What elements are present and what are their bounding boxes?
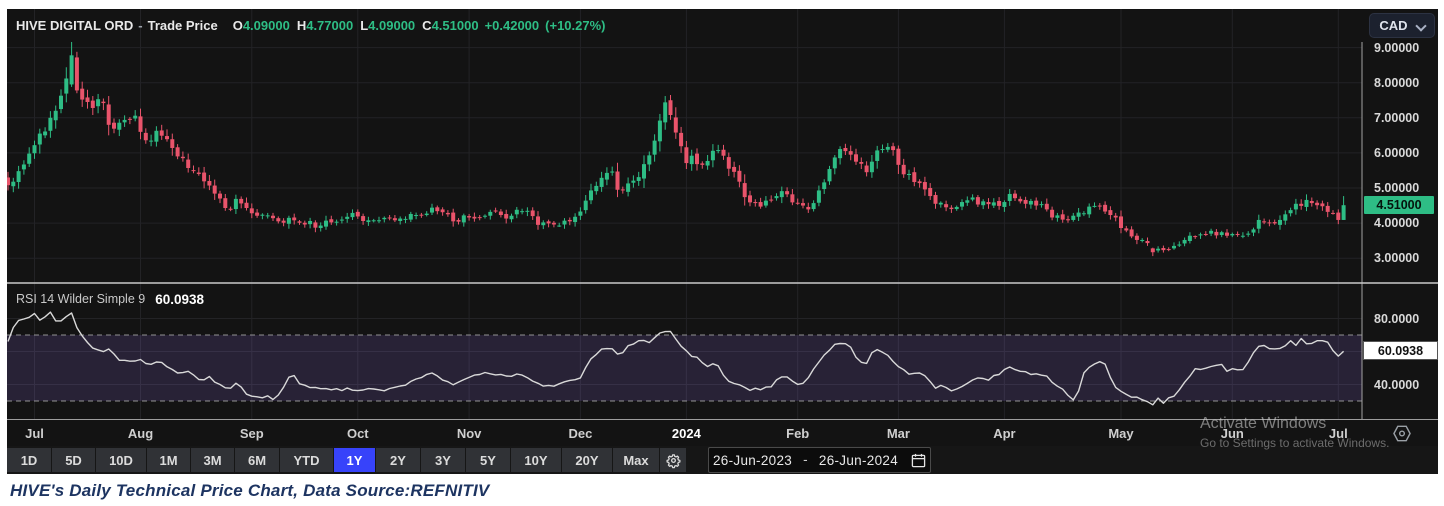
time-tick-May: May bbox=[1108, 426, 1134, 441]
ohlc-low: L 4.09000 bbox=[360, 18, 415, 33]
close-value: 4.51000 bbox=[431, 17, 479, 33]
time-tick-Apr: Apr bbox=[993, 426, 1016, 441]
rsi-value: 60.0938 bbox=[155, 291, 205, 307]
range-button-max[interactable]: Max bbox=[613, 448, 659, 472]
date-from: 26-Jun-2023 bbox=[712, 452, 793, 468]
rsi-band-levels bbox=[7, 334, 1362, 402]
rsi-label: RSI 14 Wilder Simple 9 bbox=[16, 292, 146, 306]
time-tick-Nov: Nov bbox=[456, 426, 482, 441]
symbol-name: HIVE DIGITAL ORD bbox=[16, 17, 134, 33]
hexagon-settings-icon[interactable] bbox=[1393, 425, 1411, 442]
range-button-20y[interactable]: 20Y bbox=[562, 448, 612, 472]
price-tick-9.00000: 9.00000 bbox=[1374, 40, 1420, 55]
toolbar: 1D 5D 10D 1M 3M 6M YTD 1Y 2Y 3Y 5Y 10Y 20Y Max 26-Jun… bbox=[7, 446, 1438, 474]
change-percent: (+10.27%) bbox=[545, 17, 606, 33]
rsi-tick-40.0000: 40.0000 bbox=[1374, 377, 1420, 392]
rsi-neutral-band bbox=[7, 335, 1362, 401]
open-value: 4.09000 bbox=[242, 17, 290, 33]
time-tick-Jun: Jun bbox=[1220, 426, 1244, 441]
rsi-value-tag: 60.0938 bbox=[1363, 341, 1438, 361]
rsi-line bbox=[7, 311, 1345, 406]
price-tick-3.00000: 3.00000 bbox=[1374, 251, 1420, 266]
range-button-3y[interactable]: 3Y bbox=[421, 448, 465, 472]
chart-caption: HIVE's Daily Technical Price Chart, Data… bbox=[10, 481, 490, 500]
gear-icon bbox=[665, 453, 681, 468]
open-label: O bbox=[232, 17, 243, 33]
chart-widget: HIVE DIGITAL ORD - Trade Price O 4.09000 … bbox=[7, 9, 1438, 474]
price-tick-4.00000: 4.00000 bbox=[1374, 216, 1420, 231]
time-tick-Sep: Sep bbox=[239, 426, 264, 441]
price-chart[interactable] bbox=[7, 9, 1438, 284]
ohlc-close: C 4.51000 bbox=[422, 18, 478, 33]
range-button-5d[interactable]: 5D bbox=[52, 448, 95, 472]
ohlc-high: H 4.77000 bbox=[297, 18, 353, 33]
change-value: +0.42000 bbox=[484, 17, 540, 33]
currency-dropdown[interactable]: CAD bbox=[1369, 13, 1435, 38]
range-button-5y[interactable]: 5Y bbox=[466, 448, 510, 472]
range-buttons: 1D 5D 10D 1M 3M 6M YTD 1Y 2Y 3Y 5Y 10Y 20Y Max bbox=[7, 448, 660, 472]
range-button-2y[interactable]: 2Y bbox=[376, 448, 420, 472]
last-price-tag: 4.51000 bbox=[1364, 196, 1434, 215]
price-tick-7.00000: 7.00000 bbox=[1374, 110, 1420, 125]
chevron-down-icon bbox=[1417, 20, 1425, 28]
time-tick-Dec: Dec bbox=[568, 426, 593, 441]
price-tick-8.00000: 8.00000 bbox=[1374, 75, 1420, 90]
time-tick-2024: 2024 bbox=[671, 426, 701, 441]
rsi-chart[interactable] bbox=[7, 284, 1438, 419]
time-tick-Oct: Oct bbox=[346, 426, 369, 441]
series-label: Trade Price bbox=[147, 17, 218, 33]
calendar-icon bbox=[911, 453, 926, 467]
price-tick-5.00000: 5.00000 bbox=[1374, 181, 1420, 195]
time-tick-Mar: Mar bbox=[886, 426, 910, 441]
range-button-3m[interactable]: 3M bbox=[191, 448, 234, 472]
time-tick-Jul: Jul bbox=[1328, 426, 1348, 441]
date-to: 26-Jun-2024 bbox=[818, 452, 898, 468]
low-label: L bbox=[360, 17, 369, 33]
high-value: 4.77000 bbox=[306, 17, 354, 33]
range-button-1m[interactable]: 1M bbox=[147, 448, 190, 472]
price-tick-6.00000: 6.00000 bbox=[1374, 145, 1420, 160]
high-label: H bbox=[296, 17, 307, 33]
time-tick-Aug: Aug bbox=[127, 426, 154, 441]
rsi-header: RSI 14 Wilder Simple 9 60.0938 bbox=[16, 291, 205, 307]
ohlc-group: O 4.09000 H 4.77000 L 4.09000 C 4.51000 bbox=[233, 18, 479, 33]
close-label: C bbox=[422, 17, 432, 33]
time-tick-Jul: Jul bbox=[25, 426, 44, 441]
price-header: HIVE DIGITAL ORD - Trade Price O 4.09000 … bbox=[16, 17, 606, 33]
date-range-picker[interactable]: 26-Jun-2023 - 26-Jun-2024 bbox=[708, 447, 931, 473]
candlestick-series[interactable] bbox=[7, 41, 1346, 257]
range-button-10y[interactable]: 10Y bbox=[511, 448, 561, 472]
low-value: 4.09000 bbox=[368, 17, 416, 33]
range-button-1y[interactable]: 1Y bbox=[334, 448, 375, 472]
date-dash: - bbox=[803, 451, 808, 467]
price-panel-bg bbox=[7, 9, 1438, 284]
header-separator: - bbox=[138, 17, 143, 33]
range-button-1d[interactable]: 1D bbox=[7, 448, 51, 472]
range-button-10d[interactable]: 10D bbox=[96, 448, 146, 472]
chart-settings-button[interactable] bbox=[660, 448, 686, 472]
time-axis[interactable]: Jul Aug Sep Oct Nov Dec 2024 Feb Mar Apr May Jun Jul bbox=[7, 419, 1438, 446]
rsi-tick-80.0000: 80.0000 bbox=[1374, 311, 1420, 326]
ohlc-open: O 4.09000 bbox=[233, 18, 290, 33]
rsi-gridlines bbox=[7, 284, 1362, 419]
time-tick-Feb: Feb bbox=[786, 426, 810, 441]
currency-value: CAD bbox=[1379, 18, 1408, 33]
range-button-ytd[interactable]: YTD bbox=[280, 448, 333, 472]
range-button-6m[interactable]: 6M bbox=[235, 448, 279, 472]
